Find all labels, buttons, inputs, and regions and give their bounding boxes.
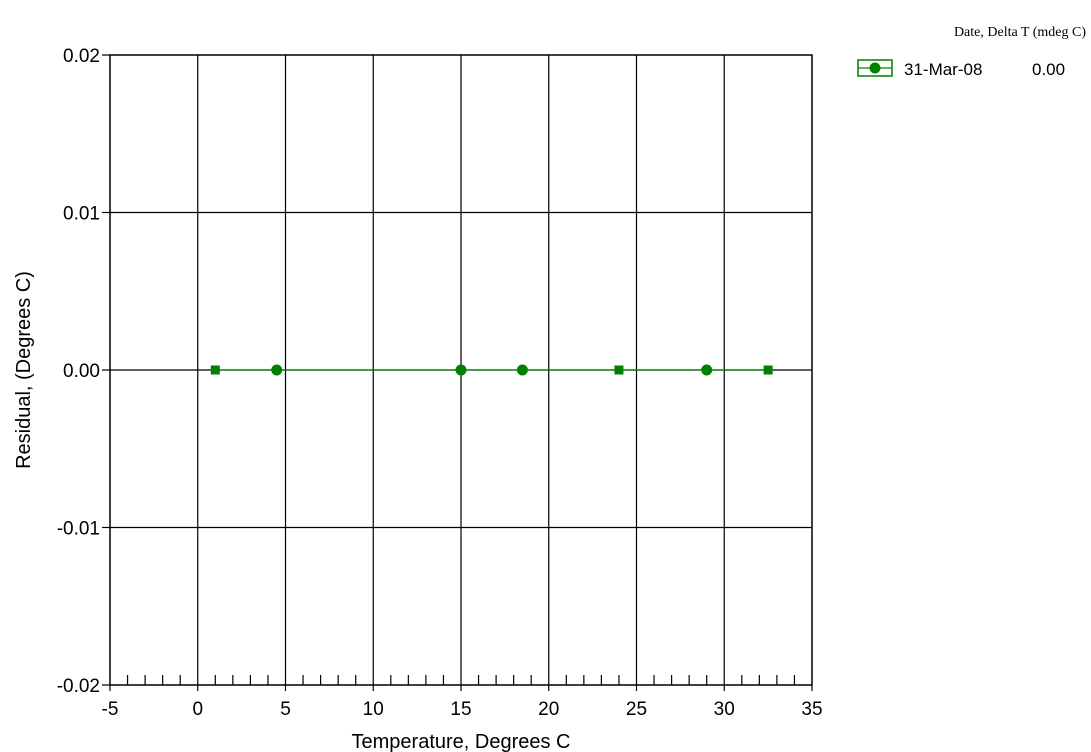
y-tick-label: 0.01 (63, 204, 100, 225)
x-tick-label: 0 (192, 699, 203, 720)
data-point-square (763, 365, 773, 375)
legend-title: Date, Delta T (mdeg C) (954, 25, 1086, 40)
tick-labels: -5 0 5 10 15 20 25 30 35 -0.02 -0.01 0.00 0.01 0.02 (57, 46, 823, 720)
legend-entry-delta-t: 0.00 (1032, 60, 1065, 79)
x-tick-label: 5 (280, 699, 291, 720)
data-point-circle (701, 364, 713, 376)
y-tick-label: -0.01 (57, 519, 100, 540)
data-point-square (614, 365, 624, 375)
data-point-circle (455, 364, 467, 376)
x-tick-label: 15 (450, 699, 471, 720)
legend-entry-date: 31-Mar-08 (904, 60, 982, 79)
x-axis-title: Temperature, Degrees C (352, 731, 571, 752)
x-tick-label: 20 (538, 699, 559, 720)
x-tick-label: 10 (363, 699, 384, 720)
data-point-square (210, 365, 220, 375)
legend-entry: 31-Mar-08 0.00 (857, 59, 1065, 79)
data-point-circle (516, 364, 528, 376)
y-tick-label: -0.02 (57, 676, 100, 697)
x-tick-label: -5 (102, 699, 119, 720)
legend-swatch-marker (869, 62, 881, 74)
plot-frame (109, 54, 813, 686)
y-tick-label: 0.02 (63, 46, 100, 67)
minor-ticks (102, 54, 813, 691)
data-point-circle (271, 364, 283, 376)
x-tick-label: 25 (626, 699, 647, 720)
x-tick-label: 30 (714, 699, 735, 720)
y-tick-label: 0.00 (63, 361, 100, 382)
legend: Date, Delta T (mdeg C) 31-Mar-08 0.00 (857, 25, 1086, 79)
x-tick-label: 35 (801, 699, 822, 720)
y-axis-title: Residual, (Degrees C) (13, 271, 35, 469)
series-layer (210, 364, 773, 376)
